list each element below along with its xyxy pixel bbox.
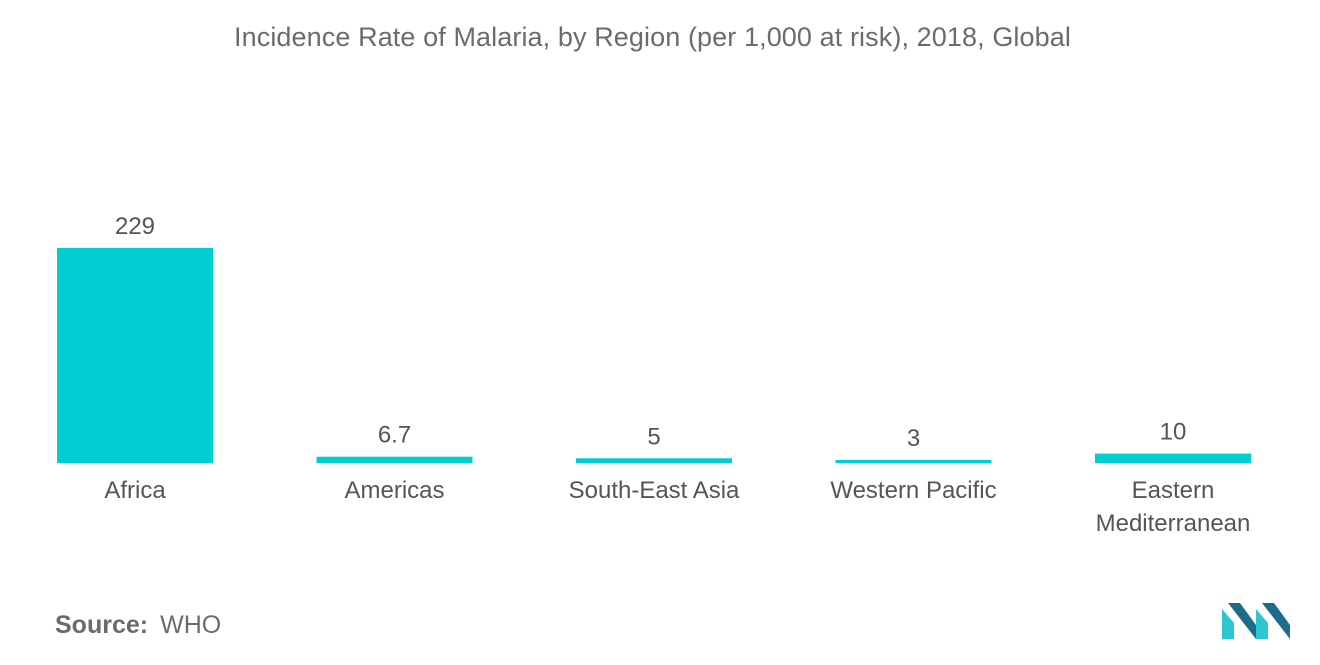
bar-value-label-0: 229 — [115, 213, 155, 240]
bar-value-label-2: 5 — [647, 423, 660, 450]
bar-1 — [316, 456, 473, 463]
category-label-0: Africa — [104, 477, 166, 504]
logo-shape-3 — [1256, 609, 1268, 639]
bar-3 — [835, 460, 992, 463]
bar-4 — [1095, 453, 1251, 463]
logo-shape-4 — [1262, 603, 1290, 639]
source-value: WHO — [160, 611, 222, 639]
category-label-2: South-East Asia — [569, 477, 740, 504]
logo-shape-2 — [1228, 603, 1256, 639]
bar-value-label-1: 6.7 — [378, 422, 411, 449]
category-label-1: Americas — [344, 477, 444, 504]
bar-value-label-4: 10 — [1160, 419, 1187, 446]
logo-shape-1 — [1222, 609, 1234, 639]
category-label-4: Eastern Mediterranean — [1096, 477, 1251, 537]
brand-logo-icon — [1222, 603, 1290, 639]
bar-value-label-3: 3 — [907, 425, 920, 452]
chart-title: Incidence Rate of Malaria, by Region (pe… — [234, 22, 1071, 52]
source-note: Source: WHO — [55, 611, 221, 640]
bar-2 — [576, 458, 732, 463]
source-label: Source: — [55, 611, 149, 639]
category-label-3: Western Pacific — [830, 477, 996, 504]
bar-0 — [57, 248, 213, 463]
